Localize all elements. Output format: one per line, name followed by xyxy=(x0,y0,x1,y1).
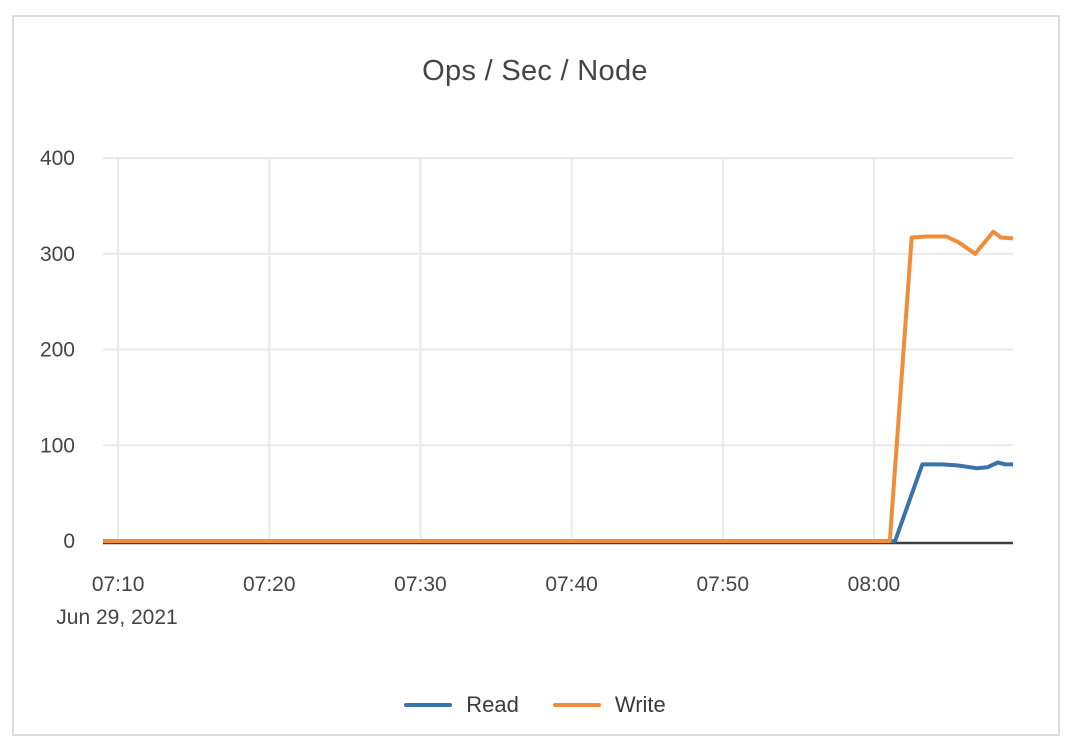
y-tick-label-300: 300 xyxy=(40,243,75,266)
series-line-read[interactable] xyxy=(103,460,1013,543)
legend-item-read[interactable]: Read xyxy=(404,692,519,718)
x-tick-label-0750: 07:50 xyxy=(696,573,749,596)
legend-item-write[interactable]: Write xyxy=(552,692,666,718)
x-tick-label-0710: 07:10 xyxy=(92,573,145,596)
chart-panel xyxy=(12,15,1060,736)
x-tick-label-0800: 08:00 xyxy=(848,573,901,596)
x-tick-label-0720: 07:20 xyxy=(243,573,296,596)
y-tick-label-200: 200 xyxy=(40,339,75,362)
legend-swatch-read xyxy=(404,703,453,707)
y-tick-label-400: 400 xyxy=(40,147,75,170)
x-tick-label-0740: 07:40 xyxy=(545,573,598,596)
chart-legend: Read Write xyxy=(0,692,1070,718)
y-tick-label-0: 0 xyxy=(63,530,75,553)
series-line-write[interactable] xyxy=(103,229,1014,543)
y-tick-label-100: 100 xyxy=(40,434,75,457)
legend-label-write: Write xyxy=(614,692,666,717)
legend-swatch-write xyxy=(552,703,601,707)
chart-title: Ops / Sec / Node xyxy=(422,55,648,87)
x-tick-label-0730: 07:30 xyxy=(394,573,447,596)
legend-label-read: Read xyxy=(466,692,519,717)
x-axis-date-label: Jun 29, 2021 xyxy=(56,606,178,629)
